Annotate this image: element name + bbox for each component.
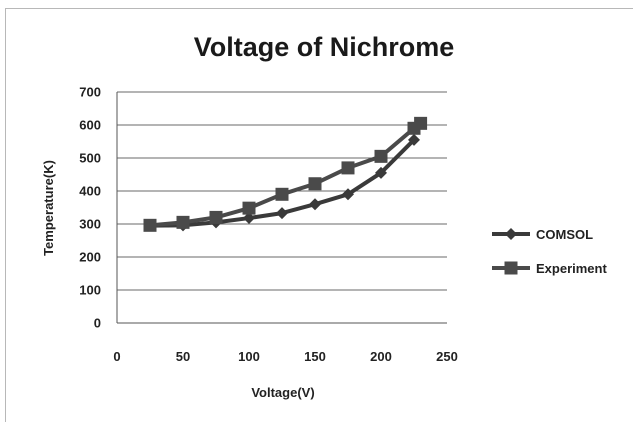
x-tick-labels: 0 50 100 150 200 250 bbox=[113, 349, 457, 364]
y-tick-label: 0 bbox=[94, 316, 101, 331]
y-tick-label: 700 bbox=[79, 85, 101, 100]
data-point-comsol bbox=[342, 188, 354, 201]
chart-title: Voltage of Nichrome bbox=[194, 32, 455, 62]
data-point-experiment bbox=[414, 116, 428, 130]
y-tick-label: 600 bbox=[79, 118, 101, 133]
data-point-experiment bbox=[209, 210, 223, 224]
data-point-experiment bbox=[242, 201, 256, 215]
data-point-comsol bbox=[243, 212, 255, 225]
y-tick-label: 500 bbox=[79, 151, 101, 166]
axes bbox=[116, 92, 447, 324]
data-point-experiment bbox=[176, 215, 190, 229]
x-tick-label: 50 bbox=[176, 349, 190, 364]
x-tick-label: 150 bbox=[304, 349, 326, 364]
x-tick-label: 100 bbox=[238, 349, 260, 364]
data-point-comsol bbox=[276, 207, 288, 220]
data-point-comsol bbox=[408, 133, 420, 146]
x-tick-label: 0 bbox=[113, 349, 120, 364]
data-point-experiment bbox=[275, 187, 289, 201]
series-experiment bbox=[143, 116, 428, 232]
y-tick-label: 400 bbox=[79, 184, 101, 199]
y-tick-labels: 0 100 200 300 400 500 600 700 bbox=[79, 85, 101, 331]
x-tick-label: 200 bbox=[370, 349, 392, 364]
x-axis-label: Voltage(V) bbox=[251, 385, 314, 400]
y-axis-label: Temperature(K) bbox=[41, 160, 56, 256]
data-point-experiment bbox=[341, 161, 355, 175]
grid-lines bbox=[117, 91, 447, 291]
data-point-comsol bbox=[375, 166, 387, 179]
x-tick-label: 250 bbox=[436, 349, 458, 364]
legend-label: Experiment bbox=[536, 261, 607, 276]
data-point-experiment bbox=[308, 177, 322, 191]
legend-item-comsol: COMSOL bbox=[492, 227, 593, 242]
y-tick-label: 300 bbox=[79, 217, 101, 232]
legend-marker-experiment bbox=[504, 261, 518, 275]
series-line-experiment bbox=[149, 121, 422, 228]
legend-label: COMSOL bbox=[536, 227, 593, 242]
chart-frame bbox=[5, 8, 633, 422]
legend: COMSOL Experiment bbox=[492, 227, 607, 276]
series-layer bbox=[143, 116, 428, 232]
y-tick-label: 200 bbox=[79, 250, 101, 265]
data-point-experiment bbox=[374, 149, 388, 163]
data-point-comsol bbox=[309, 198, 321, 211]
legend-item-experiment: Experiment bbox=[492, 261, 607, 276]
data-point-experiment bbox=[143, 218, 157, 232]
legend-marker-comsol bbox=[505, 228, 517, 240]
y-tick-label: 100 bbox=[79, 283, 101, 298]
